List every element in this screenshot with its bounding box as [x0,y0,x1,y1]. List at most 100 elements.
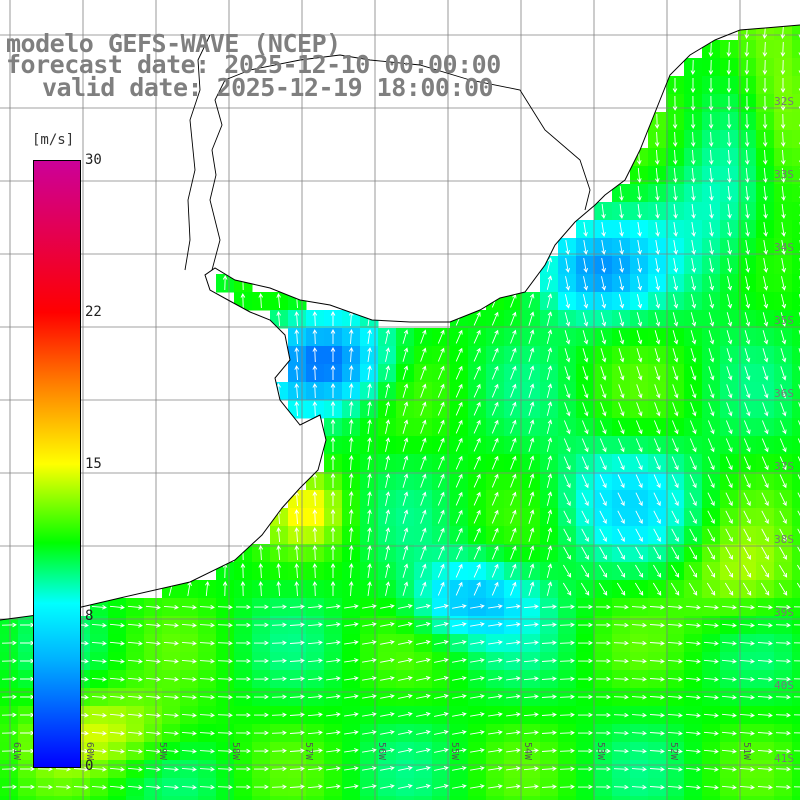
wind-arrow [599,456,607,471]
wind-arrow [577,676,593,682]
wind-cell [792,346,800,365]
wind-arrow [307,640,323,645]
wind-arrow [691,276,697,291]
wind-cell [702,796,721,800]
wind-arrow [637,185,642,201]
wind-speed-field [0,22,800,800]
wind-arrow [437,401,445,416]
wind-arrow [546,365,553,380]
wind-arrow [1,622,17,628]
wind-arrow [402,545,409,560]
wind-arrow [348,455,354,471]
wind-arrow [528,527,535,542]
wind-arrow [289,604,305,610]
wind-arrow [452,748,467,753]
wind-arrow [689,528,697,543]
wind-arrow [739,713,755,718]
wind-arrow [565,258,571,273]
wind-arrow [420,455,427,470]
wind-arrow [672,312,679,327]
wind-arrow [258,581,264,597]
wind-arrow [721,605,737,610]
wind-arrow [235,658,251,664]
wind-cell [234,796,253,800]
wind-arrow [559,622,575,628]
wind-arrow [541,658,557,663]
wind-arrow [488,748,503,753]
wind-arrow [145,785,161,790]
wind-arrow [546,563,553,578]
wind-arrow [616,582,626,596]
wind-arrow [199,658,215,664]
wind-arrow [344,622,359,627]
wind-arrow [398,765,413,771]
wind-arrow [312,581,318,597]
wind-arrow [402,347,409,362]
wind-arrow [631,766,647,772]
wind-arrow [488,604,503,609]
wind-arrow [385,365,391,380]
wind-arrow [595,604,611,610]
wind-cell [792,130,800,149]
wind-arrow [271,766,287,772]
wind-arrow [703,623,719,628]
wind-arrow [523,694,539,699]
wind-arrow [775,748,791,754]
wind-arrow [402,455,409,470]
wind-cell [792,796,800,800]
wind-arrow [253,784,269,790]
wind-cell [792,202,800,221]
wind-arrow [510,311,517,326]
wind-arrow [510,329,517,344]
wind-arrow [416,639,431,645]
wind-arrow [455,437,463,452]
wind-arrow [619,204,624,219]
wind-cell [522,796,541,800]
wind-arrow [708,95,714,111]
wind-arrow [780,312,787,327]
wind-arrow [416,657,431,663]
title-valid-date: valid date: 2025-12-19 18:00:00 [42,73,494,102]
wind-arrow [671,474,679,489]
wind-arrow [437,329,445,344]
wind-arrow [523,712,539,717]
wind-arrow [312,527,318,543]
wind-arrow [654,330,661,345]
wind-arrow [546,419,553,434]
wind-arrow [199,730,215,736]
wind-arrow [559,748,575,754]
wind-arrow [416,783,431,789]
wind-arrow [510,419,517,434]
wind-arrow [726,149,732,165]
wind-arrow [595,640,611,646]
wind-arrow [473,563,481,578]
wind-arrow [636,366,643,381]
wind-arrow [289,640,305,646]
wind-arrow [541,712,557,717]
wind-arrow [726,348,733,363]
wind-arrow [708,348,715,363]
wind-arrow [217,730,233,736]
wind-arrow [780,113,786,129]
wind-arrow [619,185,624,201]
wind-arrow [689,438,697,453]
wind-arrow [781,204,786,219]
wind-arrow [510,347,517,362]
wind-arrow [488,658,503,663]
wind-arrow [709,240,714,255]
wind-arrow [326,604,341,609]
wind-arrow [330,311,336,326]
wind-cell [90,796,109,800]
wind-arrow [781,167,786,183]
wind-arrow [109,677,125,682]
wind-arrow [595,622,611,628]
wind-arrow [725,438,733,453]
wind-arrow [402,437,409,452]
wind-arrow [685,623,701,628]
wind-arrow [235,766,251,772]
wind-arrow [797,546,800,553]
wind-arrow [613,658,629,664]
wind-arrow [294,545,300,561]
wind-arrow [581,510,589,525]
wind-arrow [367,581,372,596]
